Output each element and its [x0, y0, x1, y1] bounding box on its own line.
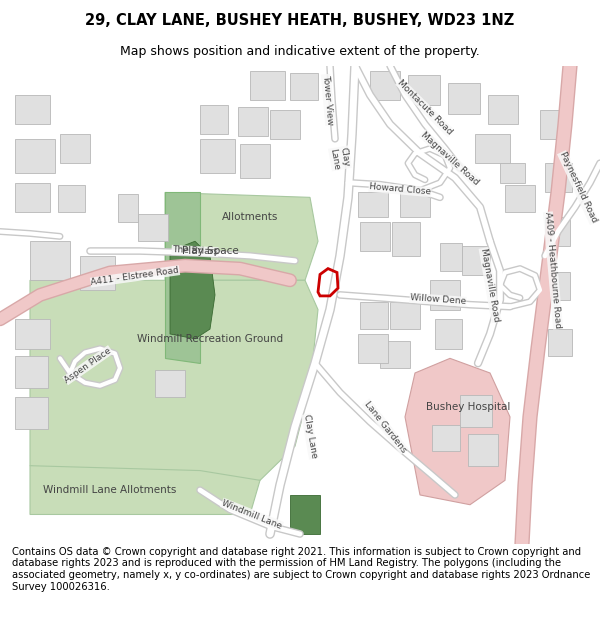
Polygon shape	[358, 192, 388, 217]
Polygon shape	[358, 334, 388, 363]
Polygon shape	[545, 272, 570, 300]
Text: Windmill Lane Allotments: Windmill Lane Allotments	[43, 485, 176, 495]
Polygon shape	[440, 243, 462, 271]
Text: Windmill Lane: Windmill Lane	[221, 498, 283, 531]
Polygon shape	[240, 144, 270, 178]
Polygon shape	[118, 194, 138, 222]
Text: Paynesfield Road: Paynesfield Road	[557, 151, 598, 224]
Polygon shape	[462, 246, 490, 276]
Polygon shape	[540, 109, 568, 139]
Text: A411 - Elstree Road: A411 - Elstree Road	[91, 266, 179, 287]
Text: Map shows position and indicative extent of the property.: Map shows position and indicative extent…	[120, 46, 480, 58]
Polygon shape	[290, 73, 318, 100]
Polygon shape	[80, 256, 115, 290]
Polygon shape	[170, 241, 215, 339]
Polygon shape	[30, 241, 70, 280]
Polygon shape	[238, 107, 268, 136]
Polygon shape	[370, 71, 400, 100]
Polygon shape	[408, 76, 440, 104]
Polygon shape	[138, 214, 168, 241]
Polygon shape	[58, 184, 85, 212]
Polygon shape	[200, 104, 228, 134]
Polygon shape	[165, 192, 200, 363]
Text: Clay
Lane: Clay Lane	[329, 146, 352, 171]
Text: A409 - Heathbourne Road: A409 - Heathbourne Road	[544, 212, 563, 329]
Text: Contains OS data © Crown copyright and database right 2021. This information is : Contains OS data © Crown copyright and d…	[12, 547, 590, 592]
Text: Magnaville Road: Magnaville Road	[479, 248, 501, 322]
Polygon shape	[448, 83, 480, 114]
Text: Play Space: Play Space	[182, 246, 238, 256]
Text: Montacute Road: Montacute Road	[396, 78, 454, 137]
Text: Clay Lane: Clay Lane	[302, 414, 318, 459]
Polygon shape	[270, 109, 300, 139]
Polygon shape	[200, 139, 235, 173]
Polygon shape	[15, 139, 55, 173]
Polygon shape	[30, 466, 260, 514]
Text: Howard Close: Howard Close	[369, 182, 431, 197]
Polygon shape	[475, 134, 510, 163]
Polygon shape	[15, 319, 50, 349]
Polygon shape	[360, 222, 390, 251]
Polygon shape	[15, 356, 48, 388]
Polygon shape	[460, 396, 492, 427]
Polygon shape	[15, 182, 50, 212]
Text: Aspen Place: Aspen Place	[63, 346, 113, 384]
Polygon shape	[430, 280, 460, 309]
Polygon shape	[392, 222, 420, 256]
Text: 29, CLAY LANE, BUSHEY HEATH, BUSHEY, WD23 1NZ: 29, CLAY LANE, BUSHEY HEATH, BUSHEY, WD2…	[85, 13, 515, 28]
Polygon shape	[468, 434, 498, 466]
Polygon shape	[432, 425, 460, 451]
Polygon shape	[360, 302, 388, 329]
Text: The Briars: The Briars	[172, 246, 218, 257]
Text: Lane Gardens: Lane Gardens	[362, 399, 408, 454]
Polygon shape	[60, 134, 90, 163]
Text: Windmill Recreation Ground: Windmill Recreation Ground	[137, 334, 283, 344]
Text: Tower View: Tower View	[322, 74, 335, 126]
Text: Willow Dene: Willow Dene	[410, 293, 466, 306]
Text: Magnaville Road: Magnaville Road	[419, 130, 481, 187]
Polygon shape	[505, 184, 535, 212]
Polygon shape	[545, 217, 570, 246]
Text: Allotments: Allotments	[222, 212, 278, 222]
Polygon shape	[380, 341, 410, 368]
Polygon shape	[250, 71, 285, 100]
Polygon shape	[30, 280, 318, 490]
Polygon shape	[400, 192, 430, 217]
Text: Bushey Hospital: Bushey Hospital	[426, 402, 510, 412]
Polygon shape	[165, 192, 318, 280]
Polygon shape	[488, 95, 518, 124]
Polygon shape	[435, 319, 462, 349]
Polygon shape	[155, 370, 185, 398]
Polygon shape	[500, 163, 525, 182]
Polygon shape	[548, 329, 572, 356]
Polygon shape	[15, 398, 48, 429]
Polygon shape	[545, 163, 572, 192]
Polygon shape	[15, 95, 50, 124]
Polygon shape	[390, 302, 420, 329]
Polygon shape	[290, 495, 320, 534]
Polygon shape	[405, 358, 510, 505]
